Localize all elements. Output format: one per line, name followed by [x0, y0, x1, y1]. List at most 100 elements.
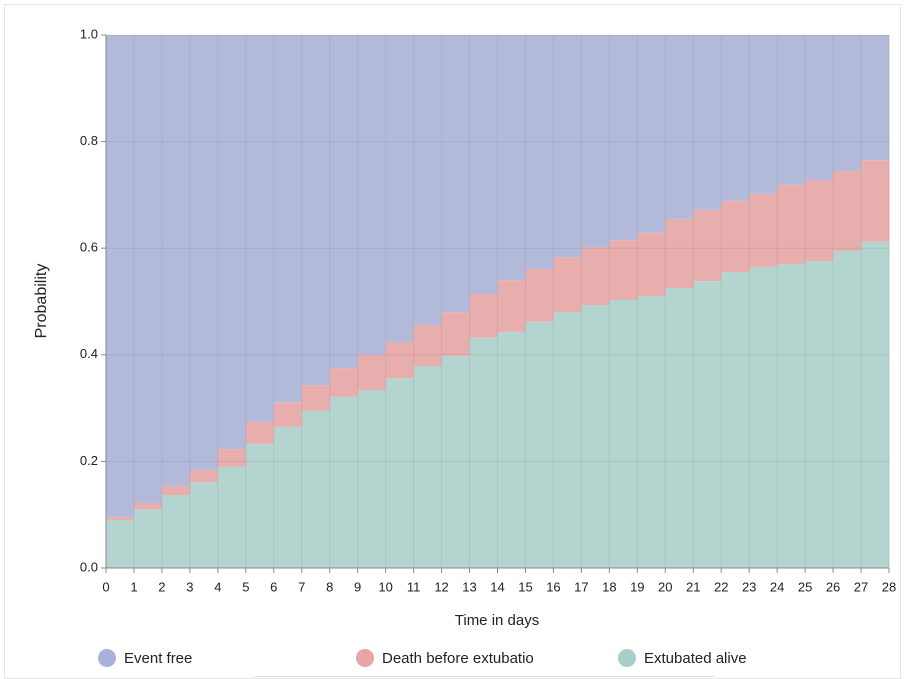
- x-tick-label: 23: [742, 579, 756, 594]
- area-step: [693, 35, 722, 210]
- legend-label: Extubated alive: [644, 650, 747, 667]
- area-step: [497, 331, 526, 568]
- area-step: [189, 482, 219, 568]
- y-axis-title: Probability: [33, 264, 50, 339]
- area-step: [245, 35, 275, 422]
- area-step: [805, 35, 834, 180]
- area-step: [833, 35, 862, 171]
- x-tick-label: 4: [214, 579, 221, 594]
- area-step: [357, 354, 386, 390]
- area-step: [217, 449, 247, 467]
- x-tick-label: 9: [354, 579, 361, 594]
- area-step: [693, 209, 722, 282]
- x-axis-title: Time in days: [455, 612, 539, 629]
- area-step: [273, 426, 303, 568]
- area-step: [106, 35, 135, 517]
- area-step: [217, 35, 247, 450]
- area-step: [133, 509, 163, 568]
- area-step: [749, 266, 778, 568]
- area-step: [581, 305, 610, 568]
- area-step: [469, 294, 498, 338]
- area-step: [637, 35, 666, 233]
- x-tick-label: 21: [686, 579, 700, 594]
- x-tick-label: 25: [798, 579, 812, 594]
- area-step: [133, 502, 163, 510]
- area-step: [525, 268, 554, 322]
- legend-marker: [618, 649, 636, 667]
- x-tick-label: 20: [658, 579, 672, 594]
- area-step: [665, 218, 694, 289]
- area-step: [329, 35, 358, 369]
- area-step: [777, 35, 806, 185]
- x-tick-label: 3: [186, 579, 193, 594]
- x-tick-label: 0: [102, 579, 109, 594]
- area-step: [469, 35, 498, 295]
- area-step: [189, 469, 219, 483]
- area-step: [805, 260, 834, 568]
- x-tick-label: 27: [854, 579, 868, 594]
- x-tick-label: 10: [378, 579, 392, 594]
- area-step: [106, 516, 135, 521]
- area-step: [329, 368, 358, 397]
- y-tick-label: 0.0: [80, 559, 98, 574]
- area-step: [609, 240, 638, 300]
- area-step: [329, 396, 358, 568]
- area-step: [133, 35, 163, 503]
- area-step: [441, 312, 470, 356]
- x-tick-label: 15: [518, 579, 532, 594]
- y-tick-label: 0.6: [80, 240, 98, 255]
- area-step: [385, 342, 414, 379]
- area-step: [245, 421, 275, 444]
- area-step: [721, 272, 750, 568]
- area-step: [357, 389, 386, 568]
- area-step: [161, 494, 191, 568]
- area-step: [106, 520, 135, 568]
- area-step: [301, 385, 331, 411]
- x-tick-label: 13: [462, 579, 476, 594]
- area-step: [721, 35, 750, 201]
- area-step: [189, 35, 219, 470]
- x-tick-label: 11: [407, 579, 421, 594]
- y-tick-label: 0.8: [80, 133, 98, 148]
- area-step: [637, 296, 666, 568]
- x-tick-label: 5: [242, 579, 249, 594]
- area-step: [777, 184, 806, 265]
- area-step: [385, 35, 414, 343]
- y-tick-label: 0.2: [80, 453, 98, 468]
- area-step: [161, 485, 191, 495]
- area-step: [441, 35, 470, 313]
- area-step: [721, 200, 750, 273]
- x-tick-label: 17: [574, 579, 588, 594]
- area-step: [413, 324, 442, 366]
- area-step: [693, 281, 722, 568]
- area-step: [833, 250, 862, 569]
- area-step: [553, 312, 582, 568]
- area-step: [301, 410, 331, 568]
- area-step: [805, 179, 834, 261]
- x-tick-label: 22: [714, 579, 728, 594]
- x-tick-label: 12: [434, 579, 448, 594]
- area-step: [217, 466, 247, 568]
- x-tick-label: 24: [770, 579, 784, 594]
- area-step: [413, 35, 442, 325]
- area-step: [525, 321, 554, 568]
- area-step: [833, 170, 862, 251]
- area-step: [749, 35, 778, 194]
- legend-label: Death before extubatio: [382, 650, 534, 667]
- area-step: [861, 160, 890, 242]
- area-step: [469, 337, 498, 568]
- area-step: [497, 280, 526, 332]
- area-step: [861, 241, 890, 568]
- area-step: [301, 35, 331, 386]
- x-tick-label: 2: [158, 579, 165, 594]
- x-tick-label: 16: [546, 579, 560, 594]
- area-step: [413, 365, 442, 568]
- legend-label: Event free: [124, 650, 192, 667]
- area-step: [861, 35, 890, 161]
- area-step: [441, 355, 470, 568]
- area-step: [161, 35, 191, 486]
- area-step: [609, 299, 638, 568]
- area-step: [385, 378, 414, 568]
- area-step: [665, 35, 694, 219]
